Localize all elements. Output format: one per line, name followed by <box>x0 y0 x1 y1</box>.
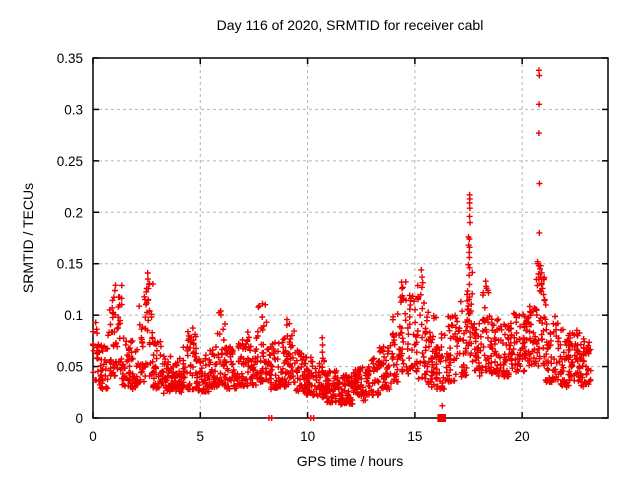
y-tick-label: 0.25 <box>57 154 83 169</box>
x-tick-label: 10 <box>300 429 315 444</box>
y-tick-label: 0.1 <box>64 308 83 323</box>
scatter-points <box>90 67 594 422</box>
data-gap-square-marker <box>437 414 446 422</box>
y-tick-label: 0.3 <box>64 102 83 117</box>
tick-labels: 0 5 10 15 20 0 0.05 0.1 0.15 0.2 0.25 0.3 0.35 <box>57 51 530 444</box>
x-tick-label: 5 <box>197 429 205 444</box>
plot-border <box>92 57 609 419</box>
x-tick-label: 20 <box>515 429 530 444</box>
y-tick-label: 0.05 <box>57 360 83 375</box>
y-tick-label: 0.15 <box>57 257 83 272</box>
x-tick-label: 0 <box>89 429 97 444</box>
y-tick-label: 0.2 <box>64 205 83 220</box>
y-tick-label: 0 <box>75 411 83 426</box>
chart-title: Day 116 of 2020, SRMTID for receiver cab… <box>217 17 484 33</box>
plot-border-and-ticks <box>92 57 609 419</box>
x-tick-label: 15 <box>407 429 422 444</box>
data-point-markers <box>90 67 594 421</box>
y-tick-label: 0.35 <box>57 51 83 66</box>
x-axis-label: GPS time / hours <box>297 453 404 469</box>
y-axis-label: SRMTID / TECUs <box>20 183 36 293</box>
